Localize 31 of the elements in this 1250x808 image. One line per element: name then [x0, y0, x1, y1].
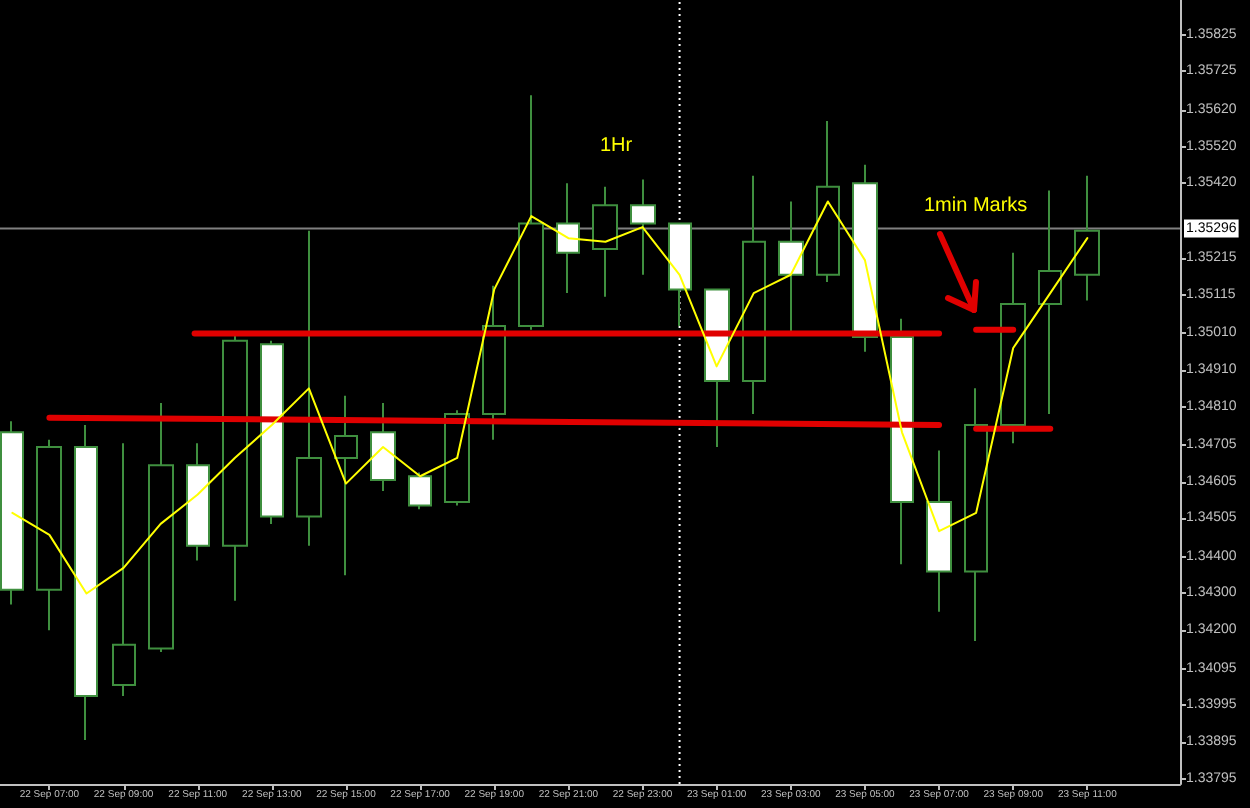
candlestick: [964, 387, 988, 643]
candlestick: [890, 317, 914, 566]
candlestick: [592, 185, 618, 298]
candlestick: [1074, 174, 1100, 302]
candlestick: [816, 119, 840, 284]
candlestick: [222, 332, 248, 602]
annotation: 1min Marks: [924, 195, 1028, 217]
candlestick: [926, 449, 952, 613]
candlestick: [742, 174, 766, 415]
line-series: [11, 200, 1089, 595]
candlestick: [482, 284, 506, 441]
candlestick: [1000, 251, 1026, 445]
candlestick: [556, 182, 580, 295]
candlestick: [260, 339, 284, 525]
candlestick: [186, 442, 210, 562]
candlestick: [408, 471, 432, 511]
candlestick: [630, 178, 656, 276]
candlestick: [296, 229, 322, 547]
candlestick: [852, 163, 878, 353]
candlestick: [518, 94, 544, 331]
candlestick: [0, 420, 24, 606]
candlestick: [778, 200, 804, 335]
candlestick: [74, 423, 98, 742]
annotation: 1Hr: [600, 135, 634, 157]
candlestick: [112, 442, 136, 698]
candlestick: [36, 438, 62, 632]
candlestick: [704, 288, 730, 448]
candlestick: [148, 401, 174, 654]
candlestick: [370, 401, 396, 492]
candlestick: [1038, 189, 1062, 415]
candlestick: [334, 394, 358, 577]
